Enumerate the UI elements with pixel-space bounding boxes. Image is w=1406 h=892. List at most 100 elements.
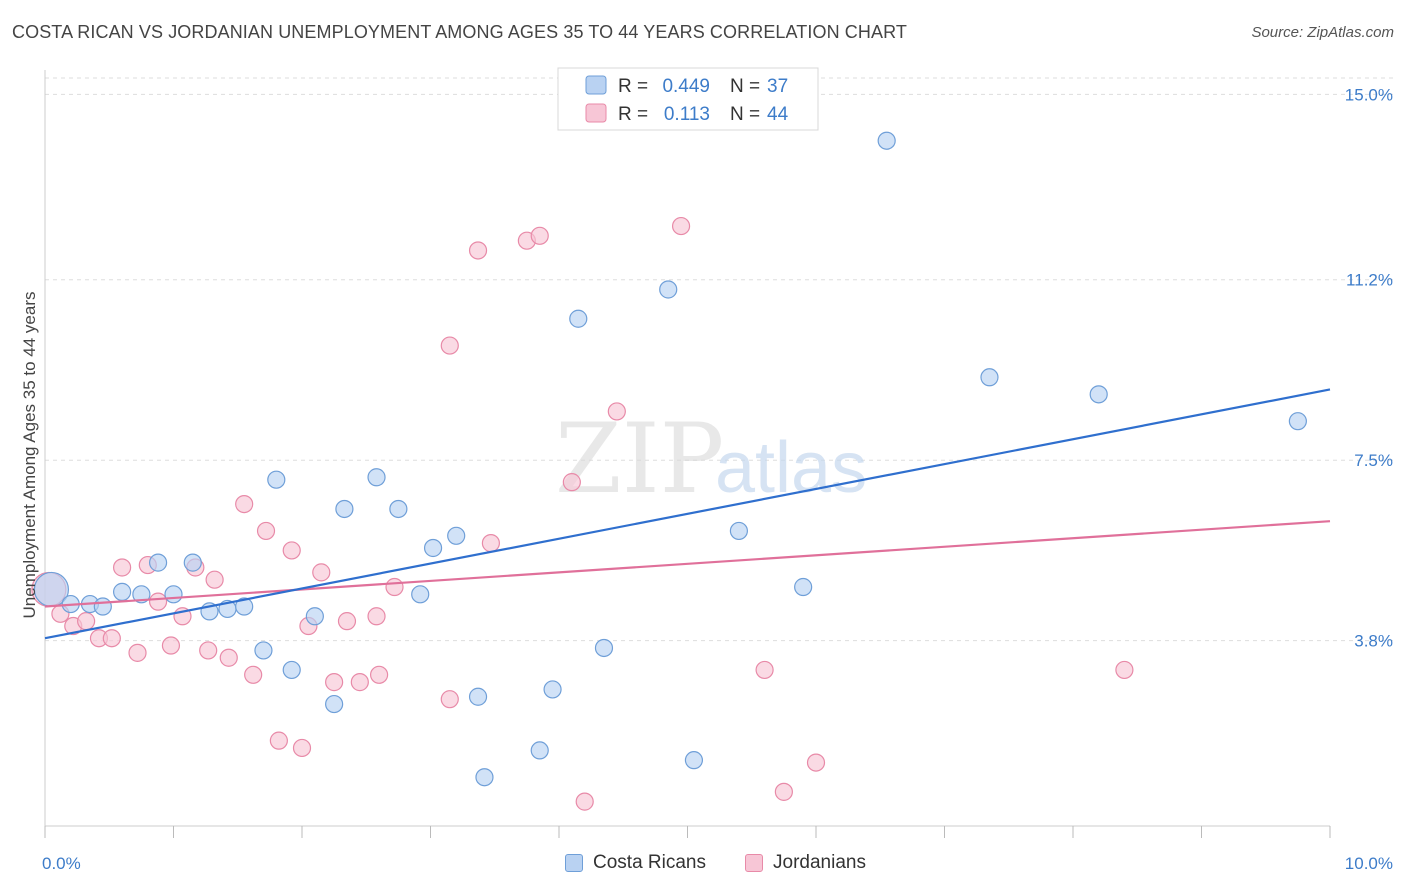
jordanians-point bbox=[128, 643, 147, 662]
jordanians-point bbox=[102, 629, 121, 648]
jordanians-point bbox=[671, 216, 691, 236]
chart-title: COSTA RICAN VS JORDANIAN UNEMPLOYMENT AM… bbox=[12, 22, 907, 42]
jordanians-trend-line bbox=[44, 520, 1331, 608]
jordanians-point bbox=[112, 558, 132, 577]
costa-ricans-point bbox=[1089, 385, 1108, 404]
jordanians-point bbox=[481, 534, 500, 553]
jordanians-point bbox=[256, 521, 276, 541]
legend-n-value-pink: 44 bbox=[767, 104, 789, 125]
costa-ricans-point bbox=[335, 499, 354, 519]
jordanians-point bbox=[77, 612, 96, 631]
legend-n-label-pink: N = bbox=[730, 104, 760, 125]
legend-r-label-pink: R = bbox=[618, 104, 648, 125]
jordanians-point bbox=[755, 660, 774, 680]
costa-ricans-point bbox=[543, 680, 562, 699]
jordanians-point bbox=[161, 636, 181, 655]
jordanians-point bbox=[337, 612, 357, 631]
jordanians-point bbox=[269, 731, 288, 750]
costa-ricans-points bbox=[33, 131, 1307, 787]
costa-ricans-point bbox=[530, 741, 549, 760]
jordanians-point bbox=[530, 226, 549, 245]
costa-ricans-point bbox=[164, 585, 183, 604]
legend-label-costa-ricans: Costa Ricans bbox=[593, 852, 706, 873]
x-tick-label-max: 10.0% bbox=[1345, 854, 1393, 873]
costa-ricans-point bbox=[148, 553, 168, 572]
jordanians-point bbox=[199, 641, 218, 660]
legend-swatch-costa-ricans bbox=[565, 854, 583, 872]
jordanians-point bbox=[367, 607, 386, 626]
jordanians-point bbox=[282, 541, 301, 560]
y-axis-label: Unemployment Among Ages 35 to 44 years bbox=[20, 292, 39, 619]
costa-ricans-point bbox=[569, 309, 588, 328]
costa-ricans-point bbox=[877, 131, 896, 150]
costa-ricans-point bbox=[93, 597, 112, 616]
costa-ricans-point bbox=[475, 768, 494, 787]
legend-swatch-pink bbox=[585, 103, 607, 123]
jordanians-point bbox=[148, 592, 168, 611]
costa-ricans-point bbox=[594, 638, 614, 658]
costa-ricans-point bbox=[112, 582, 132, 601]
y-tick-labels: 3.8% 7.5% 11.2% 15.0% bbox=[1345, 85, 1393, 650]
costa-ricans-point bbox=[305, 607, 324, 626]
costa-ricans-point bbox=[282, 660, 301, 680]
y-tick-label: 7.5% bbox=[1354, 451, 1393, 470]
jordanians-point bbox=[468, 241, 488, 260]
jordanians-point bbox=[440, 336, 459, 355]
x-tick-marks bbox=[44, 826, 1331, 838]
costa-ricans-point bbox=[183, 553, 202, 572]
jordanians-point bbox=[385, 577, 404, 597]
y-tick-label: 11.2% bbox=[1346, 271, 1393, 290]
jordanians-point bbox=[806, 753, 826, 772]
watermark-zip: ZIP bbox=[555, 403, 724, 515]
costa-ricans-point bbox=[389, 499, 408, 519]
jordanians-point bbox=[370, 665, 389, 684]
legend-r-value-blue: 0.449 bbox=[662, 76, 710, 97]
legend-item-costa-ricans: Costa Ricans bbox=[565, 852, 706, 874]
jordanians-point bbox=[244, 665, 263, 684]
y-tick-label: 15.0% bbox=[1345, 85, 1393, 104]
jordanians-point bbox=[575, 792, 594, 811]
costa-ricans-point bbox=[267, 470, 286, 489]
costa-ricans-point bbox=[684, 751, 704, 770]
legend-n-value-blue: 37 bbox=[767, 76, 788, 97]
y-tick-label: 3.8% bbox=[1354, 632, 1393, 651]
costa-ricans-point bbox=[447, 526, 466, 545]
source-credit: Source: ZipAtlas.com bbox=[1251, 24, 1394, 41]
costa-ricans-point bbox=[980, 368, 999, 387]
legend-swatch-blue bbox=[585, 75, 607, 95]
jordanians-point bbox=[774, 782, 793, 801]
legend-label-jordanians: Jordanians bbox=[773, 852, 866, 873]
watermark: ZIP atlas bbox=[555, 403, 867, 515]
jordanians-point bbox=[205, 570, 224, 589]
costa-ricans-point bbox=[235, 597, 254, 616]
legend-swatch-jordanians bbox=[745, 854, 763, 872]
jordanians-point bbox=[607, 402, 626, 421]
legend-n-label-blue: N = bbox=[730, 76, 760, 97]
costa-ricans-point bbox=[794, 577, 813, 597]
jordanians-point bbox=[1115, 660, 1134, 680]
jordanians-point bbox=[440, 690, 459, 709]
jordanians-point bbox=[325, 673, 344, 692]
costa-ricans-point bbox=[325, 694, 344, 714]
trend-lines bbox=[44, 388, 1331, 640]
watermark-atlas: atlas bbox=[715, 428, 867, 508]
costa-ricans-point bbox=[254, 641, 273, 660]
costa-ricans-point bbox=[468, 687, 488, 706]
costa-ricans-point bbox=[729, 521, 749, 541]
legend-r-value-pink: 0.113 bbox=[664, 104, 710, 125]
costa-ricans-point bbox=[659, 280, 678, 299]
jordanians-point bbox=[350, 673, 369, 692]
costa-ricans-point bbox=[132, 585, 151, 604]
series-legend: Costa Ricans Jordanians bbox=[0, 852, 1406, 878]
legend-box: R = 0.449 N = 37 R = 0.113 N = 44 bbox=[557, 67, 819, 131]
jordanians-point bbox=[235, 494, 254, 514]
costa-ricans-trend-line bbox=[44, 388, 1331, 640]
legend-r-label-blue: R = bbox=[618, 76, 648, 97]
costa-ricans-point bbox=[411, 585, 430, 604]
x-tick-label-min: 0.0% bbox=[42, 854, 81, 873]
costa-ricans-point bbox=[367, 468, 386, 487]
costa-ricans-point bbox=[423, 538, 443, 558]
jordanians-point bbox=[312, 563, 331, 582]
jordanians-point bbox=[219, 648, 238, 667]
